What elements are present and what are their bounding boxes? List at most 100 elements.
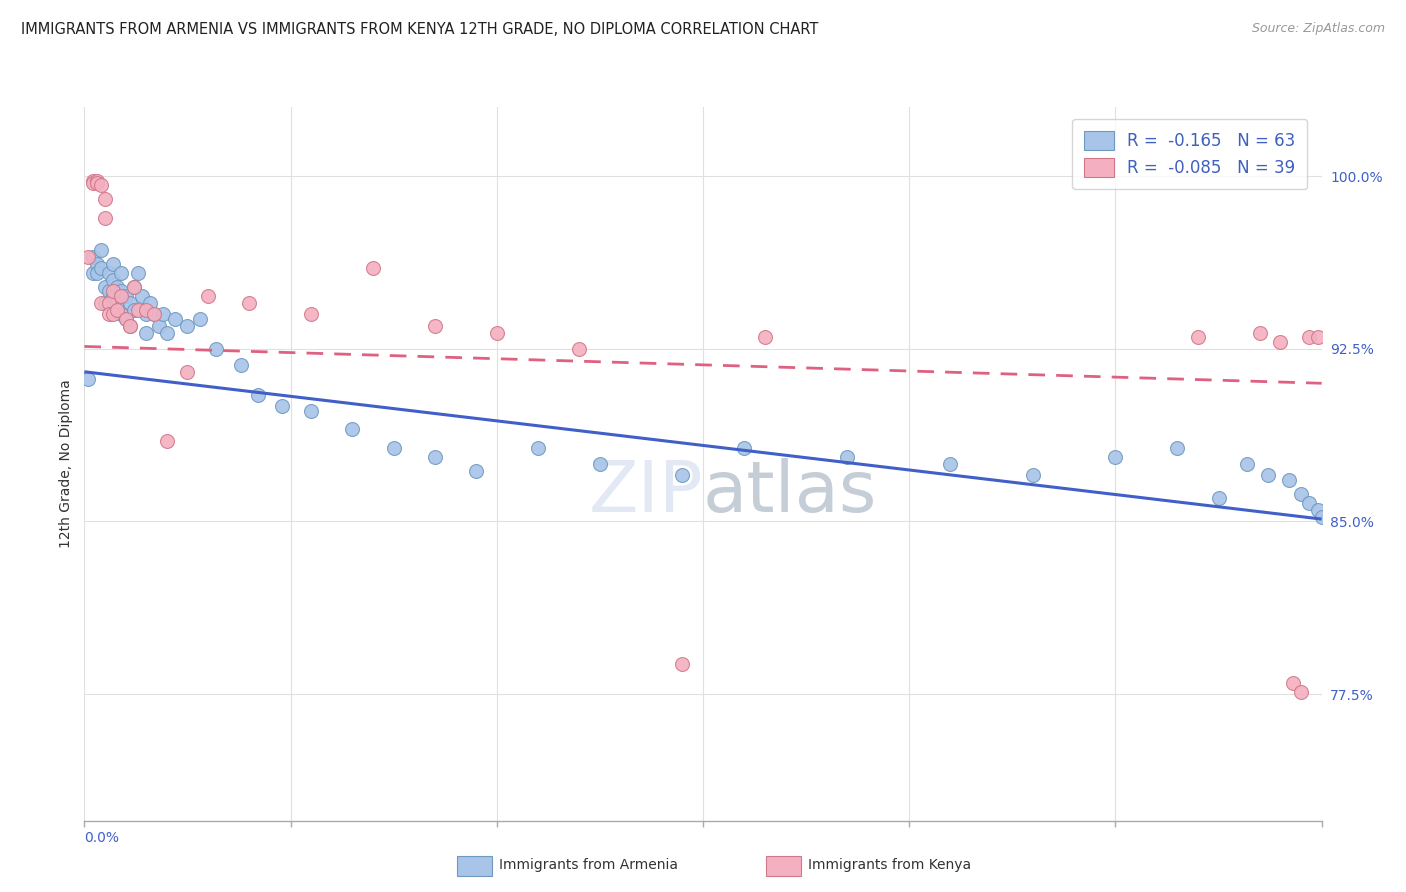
Point bbox=[1289, 684, 1312, 698]
Point bbox=[90, 243, 112, 257]
Point bbox=[94, 211, 117, 225]
Point bbox=[86, 266, 108, 280]
Point bbox=[156, 326, 179, 340]
Text: Immigrants from Armenia: Immigrants from Armenia bbox=[499, 858, 678, 872]
Point bbox=[837, 450, 859, 464]
Text: 0.0%: 0.0% bbox=[84, 831, 120, 846]
Point bbox=[82, 250, 104, 264]
Point bbox=[82, 176, 104, 190]
Point bbox=[568, 342, 591, 356]
Point bbox=[1104, 450, 1126, 464]
Text: Source: ZipAtlas.com: Source: ZipAtlas.com bbox=[1251, 22, 1385, 36]
Point bbox=[156, 434, 179, 448]
Point bbox=[143, 307, 166, 321]
Point bbox=[1166, 441, 1188, 455]
Point bbox=[77, 250, 100, 264]
Y-axis label: 12th Grade, No Diploma: 12th Grade, No Diploma bbox=[59, 379, 73, 549]
Point bbox=[1187, 330, 1209, 344]
Point bbox=[176, 365, 198, 379]
Point bbox=[1298, 496, 1320, 510]
Point bbox=[82, 266, 104, 280]
Point bbox=[1208, 491, 1230, 506]
Point bbox=[114, 311, 136, 326]
Point bbox=[86, 176, 108, 190]
Point bbox=[342, 422, 364, 436]
Point bbox=[238, 295, 260, 310]
Point bbox=[77, 372, 100, 386]
Point bbox=[229, 358, 252, 372]
Point bbox=[127, 266, 149, 280]
Point bbox=[118, 318, 141, 333]
Text: Immigrants from Kenya: Immigrants from Kenya bbox=[808, 858, 972, 872]
Point bbox=[589, 457, 612, 471]
Point bbox=[82, 174, 104, 188]
Point bbox=[94, 192, 117, 206]
Point bbox=[122, 279, 145, 293]
Point bbox=[299, 404, 322, 418]
Point bbox=[205, 342, 228, 356]
Point bbox=[423, 450, 446, 464]
Text: IMMIGRANTS FROM ARMENIA VS IMMIGRANTS FROM KENYA 12TH GRADE, NO DIPLOMA CORRELAT: IMMIGRANTS FROM ARMENIA VS IMMIGRANTS FR… bbox=[21, 22, 818, 37]
Legend: R =  -0.165   N = 63, R =  -0.085   N = 39: R = -0.165 N = 63, R = -0.085 N = 39 bbox=[1073, 119, 1308, 189]
Point bbox=[90, 178, 112, 193]
Point bbox=[103, 289, 125, 303]
Point bbox=[382, 441, 405, 455]
Point bbox=[86, 256, 108, 270]
Point bbox=[135, 326, 157, 340]
Point bbox=[188, 311, 211, 326]
Point bbox=[131, 289, 153, 303]
Point bbox=[114, 311, 136, 326]
Point bbox=[465, 464, 488, 478]
Point bbox=[246, 388, 269, 402]
Point bbox=[1310, 509, 1333, 524]
Point bbox=[527, 441, 550, 455]
Point bbox=[105, 295, 128, 310]
Point bbox=[671, 657, 693, 672]
Point bbox=[90, 261, 112, 276]
Point bbox=[176, 318, 198, 333]
Point bbox=[1281, 675, 1303, 690]
Point bbox=[1236, 457, 1258, 471]
Point bbox=[139, 295, 162, 310]
Point bbox=[485, 326, 508, 340]
Point bbox=[1306, 330, 1329, 344]
Point bbox=[1306, 503, 1329, 517]
Point bbox=[135, 302, 157, 317]
Point bbox=[86, 174, 108, 188]
Point bbox=[152, 307, 174, 321]
Point bbox=[271, 399, 294, 413]
Point bbox=[110, 289, 132, 303]
Point bbox=[733, 441, 755, 455]
Point bbox=[299, 307, 322, 321]
Point bbox=[103, 284, 125, 298]
Point bbox=[127, 302, 149, 317]
Point bbox=[1270, 334, 1292, 349]
Point bbox=[98, 284, 121, 298]
Point bbox=[122, 279, 145, 293]
Point bbox=[423, 318, 446, 333]
Point bbox=[103, 256, 125, 270]
Text: ZIP: ZIP bbox=[589, 458, 703, 527]
Point bbox=[671, 468, 693, 483]
Point bbox=[98, 307, 121, 321]
Point bbox=[1298, 330, 1320, 344]
Point bbox=[103, 273, 125, 287]
Point bbox=[114, 289, 136, 303]
Point bbox=[118, 295, 141, 310]
Point bbox=[94, 279, 117, 293]
Point bbox=[98, 266, 121, 280]
Point bbox=[105, 279, 128, 293]
Point bbox=[90, 295, 112, 310]
Point bbox=[1249, 326, 1271, 340]
Point bbox=[122, 302, 145, 317]
Point bbox=[1289, 487, 1312, 501]
Point bbox=[110, 307, 132, 321]
Point bbox=[1022, 468, 1045, 483]
Point bbox=[110, 266, 132, 280]
Point bbox=[361, 261, 384, 276]
Point bbox=[754, 330, 776, 344]
Point bbox=[148, 318, 170, 333]
Point bbox=[1257, 468, 1279, 483]
Point bbox=[135, 307, 157, 321]
Point bbox=[1278, 473, 1301, 487]
